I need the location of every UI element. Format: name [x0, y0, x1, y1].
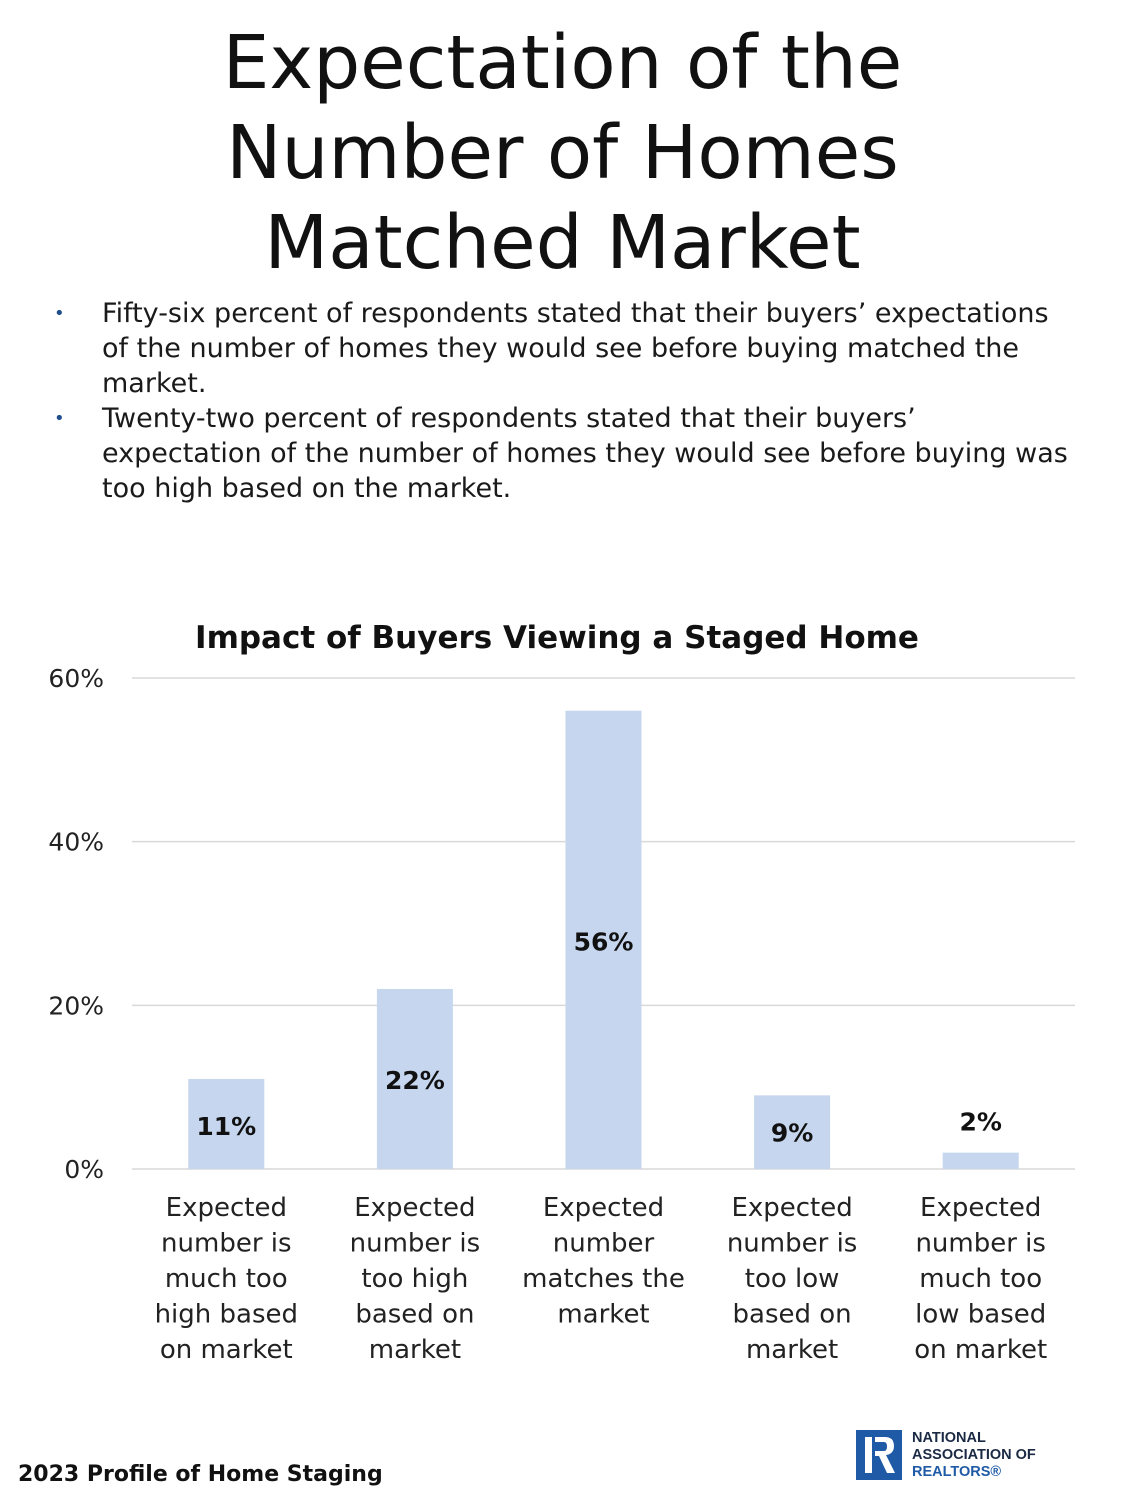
- bar: [376, 988, 453, 1169]
- category-label: Expected number is too low based on market: [727, 1193, 858, 1365]
- nar-logo: NATIONAL ASSOCIATION OF REALTORS®: [856, 1428, 1096, 1488]
- data-label: 56%: [574, 928, 634, 957]
- bullet-item: • Twenty-two percent of respondents stat…: [52, 401, 1072, 506]
- bullet-item: • Fifty-six percent of respondents state…: [52, 296, 1072, 401]
- bar: [754, 1095, 831, 1169]
- bar: [565, 710, 642, 1169]
- logo-line: REALTORS®: [912, 1464, 1002, 1480]
- bar-chart: Impact of Buyers Viewing a Staged Home 0…: [48, 620, 1075, 1365]
- bullet-icon: •: [54, 408, 65, 429]
- data-label: 22%: [385, 1066, 445, 1095]
- data-label: 2%: [959, 1108, 1001, 1137]
- y-tick-label: 0%: [64, 1155, 104, 1184]
- data-label: 11%: [196, 1112, 256, 1141]
- y-tick-label: 20%: [48, 991, 104, 1020]
- data-labels: 11% 22% 56% 9% 2%: [196, 928, 1002, 1148]
- logo-line: ASSOCIATION OF: [912, 1447, 1036, 1463]
- bullet-list: • Fifty-six percent of respondents state…: [52, 296, 1072, 506]
- logo-line: NATIONAL: [912, 1430, 986, 1446]
- bullet-text: Twenty-two percent of respondents stated…: [102, 403, 1068, 504]
- chart-title: Impact of Buyers Viewing a Staged Home: [195, 620, 919, 656]
- title-line-1: Expectation of the: [222, 20, 903, 106]
- bar: [188, 1078, 265, 1169]
- bullet-icon: •: [54, 303, 65, 324]
- title-line-2: Number of Homes: [226, 110, 899, 196]
- data-label: 9%: [771, 1118, 813, 1147]
- chart-bars: [188, 710, 1019, 1169]
- x-axis-category-labels: Expected number is much too high based on ma…: [155, 1193, 1048, 1365]
- bar: [942, 1152, 1019, 1169]
- category-label: Expected number is much too low based on mar…: [914, 1193, 1047, 1365]
- y-axis-tick-labels: 0% 20% 40% 60%: [48, 664, 104, 1184]
- realtor-r-icon: [856, 1430, 902, 1480]
- logo-text: NATIONAL ASSOCIATION OF REALTORS®: [912, 1430, 1036, 1481]
- category-label: Expected number is too high based on market: [350, 1193, 481, 1365]
- category-label: Expected number is much too high based on ma…: [155, 1193, 298, 1365]
- y-tick-label: 40%: [48, 828, 104, 857]
- y-tick-label: 60%: [48, 664, 104, 693]
- bullet-text: Fifty-six percent of respondents stated …: [102, 298, 1049, 399]
- category-label: Expected number matches the market: [522, 1193, 685, 1330]
- footer-text: 2023 Profile of Home Staging: [18, 1462, 383, 1487]
- page-title: Expectation of the Number of Homes Match…: [0, 18, 1125, 288]
- title-line-3: Matched Market: [264, 200, 861, 286]
